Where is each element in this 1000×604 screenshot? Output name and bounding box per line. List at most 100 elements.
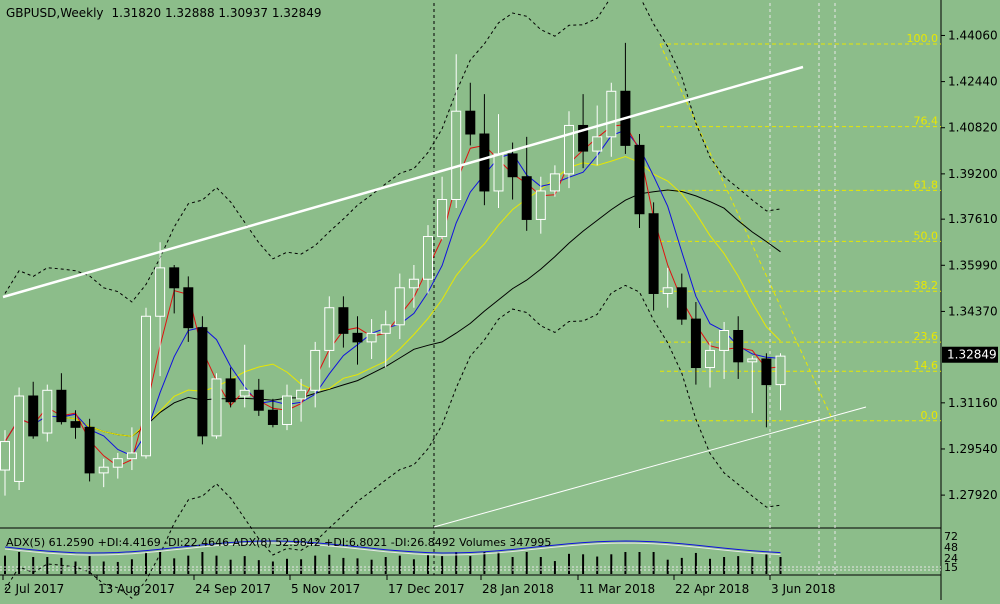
candle-body bbox=[437, 199, 448, 238]
time-tick-label: 3 Jun 2018 bbox=[771, 582, 836, 596]
indicator-axis-label: 15 bbox=[944, 561, 958, 574]
candle-body bbox=[42, 389, 53, 434]
candle-body bbox=[225, 378, 236, 403]
fib-level-label: 14.6 bbox=[914, 359, 939, 372]
price-tick-label: 1.37610 bbox=[948, 212, 998, 226]
time-tick-label: 5 Nov 2017 bbox=[291, 582, 360, 596]
fib-level-label: 50.0 bbox=[914, 229, 939, 242]
candle-body bbox=[564, 124, 574, 175]
candle-body bbox=[211, 378, 222, 437]
candle-body bbox=[733, 330, 744, 363]
lower-band bbox=[4, 284, 781, 599]
time-axis: 2 Jul 2017 13 Aug 2017 24 Sep 2017 5 Nov 20… bbox=[2, 575, 836, 596]
candle-body bbox=[648, 213, 659, 294]
time-tick-label: 17 Dec 2017 bbox=[388, 582, 465, 596]
candle-body bbox=[535, 190, 546, 220]
time-tick-label: 11 Mar 2018 bbox=[579, 582, 655, 596]
fib-level-label: 38.2 bbox=[914, 279, 939, 292]
candle-body bbox=[56, 389, 67, 423]
candle-body bbox=[296, 389, 307, 400]
fib-level-label: 100.0 bbox=[907, 32, 939, 45]
candle-body bbox=[169, 267, 180, 289]
current-price-box bbox=[942, 346, 998, 363]
candle-body bbox=[775, 355, 786, 386]
candle-body bbox=[479, 133, 490, 192]
indicator-header: ADX(5) 61.2590 +DI:4.4169 -DI:22.4646 AD… bbox=[6, 536, 551, 549]
time-tick-label: 24 Sep 2017 bbox=[195, 582, 271, 596]
price-tick-label: 1.34370 bbox=[948, 304, 998, 318]
price-tick-label: 1.31160 bbox=[948, 396, 998, 410]
price-axis: 1.44060 1.42440 1.40820 1.39200 1.37610 1.359… bbox=[941, 28, 998, 574]
candle-body bbox=[267, 409, 278, 425]
candle-body bbox=[465, 110, 476, 135]
moving-averages bbox=[4, 123, 781, 467]
price-tick-label: 1.44060 bbox=[948, 28, 998, 42]
candle-body bbox=[84, 426, 95, 474]
upper-band bbox=[4, 0, 781, 303]
candle-body bbox=[662, 287, 673, 294]
time-tick-label: 22 Apr 2018 bbox=[675, 582, 749, 596]
price-tick-label: 1.40820 bbox=[948, 121, 998, 135]
candle-body bbox=[253, 389, 264, 411]
candle-body bbox=[578, 124, 589, 152]
candle-body bbox=[690, 318, 701, 369]
candle-body bbox=[761, 358, 772, 386]
indicator-pane bbox=[0, 540, 941, 574]
time-tick-label: 28 Jan 2018 bbox=[482, 582, 554, 596]
separator-lines bbox=[0, 0, 942, 600]
price-tick-label: 1.35990 bbox=[948, 258, 998, 272]
fib-level-label: 61.8 bbox=[914, 178, 939, 191]
candle-body bbox=[28, 395, 39, 437]
lower-trendline bbox=[433, 406, 867, 528]
candle-body bbox=[310, 349, 321, 391]
fib-level-label: 0.0 bbox=[921, 409, 939, 422]
candle-body bbox=[634, 144, 645, 215]
candle-body bbox=[239, 389, 250, 397]
candle-body bbox=[380, 324, 391, 334]
candle-body bbox=[14, 395, 25, 482]
candle-body bbox=[352, 332, 363, 343]
candle-body bbox=[324, 307, 335, 351]
ma-fast-line bbox=[4, 123, 781, 467]
indicator-axis-label: 24 bbox=[944, 552, 958, 565]
candle-body bbox=[606, 90, 617, 138]
candle-body bbox=[70, 421, 81, 428]
candle-body bbox=[507, 153, 518, 178]
fib-level-label: 76.4 bbox=[914, 115, 939, 128]
time-tick-label: 2 Jul 2017 bbox=[4, 582, 64, 596]
candle-body bbox=[719, 330, 730, 351]
chart-header: GBPUSD,Weekly 1.31820 1.32888 1.30937 1.3… bbox=[6, 6, 321, 20]
adx-line bbox=[4, 540, 781, 554]
candle-body bbox=[366, 332, 377, 343]
candle-body bbox=[747, 358, 758, 363]
candle-body bbox=[282, 395, 292, 425]
time-tick-label: 13 Aug 2017 bbox=[98, 582, 175, 596]
fibonacci-levels: 100.0 76.4 61.8 50.0 38.2 23.6 14.6 0.0 bbox=[659, 32, 941, 422]
fib-level-label: 23.6 bbox=[914, 330, 939, 343]
current-price-label: 1.32849 bbox=[947, 348, 997, 362]
candle-body bbox=[451, 110, 462, 200]
candle-body bbox=[98, 466, 109, 474]
candle-body bbox=[549, 173, 560, 192]
candle-body bbox=[338, 307, 349, 334]
indicator-axis-label: 72 bbox=[944, 530, 958, 543]
di-line bbox=[4, 542, 781, 556]
indicator-axis-label: 48 bbox=[944, 541, 958, 554]
candle-body bbox=[408, 278, 419, 289]
candle-body bbox=[521, 176, 532, 220]
candle-body bbox=[183, 287, 194, 329]
price-tick-label: 1.42440 bbox=[948, 75, 998, 89]
candle-body bbox=[676, 287, 687, 320]
candle-body bbox=[141, 315, 151, 457]
price-tick-label: 1.29540 bbox=[948, 442, 998, 456]
candle-body bbox=[705, 349, 715, 369]
envelope-bands bbox=[4, 0, 781, 599]
fib-diagonal bbox=[659, 43, 834, 421]
candle-body bbox=[493, 153, 504, 192]
candle-body bbox=[592, 136, 603, 152]
candle-body bbox=[112, 458, 123, 468]
candle-body bbox=[423, 236, 433, 280]
